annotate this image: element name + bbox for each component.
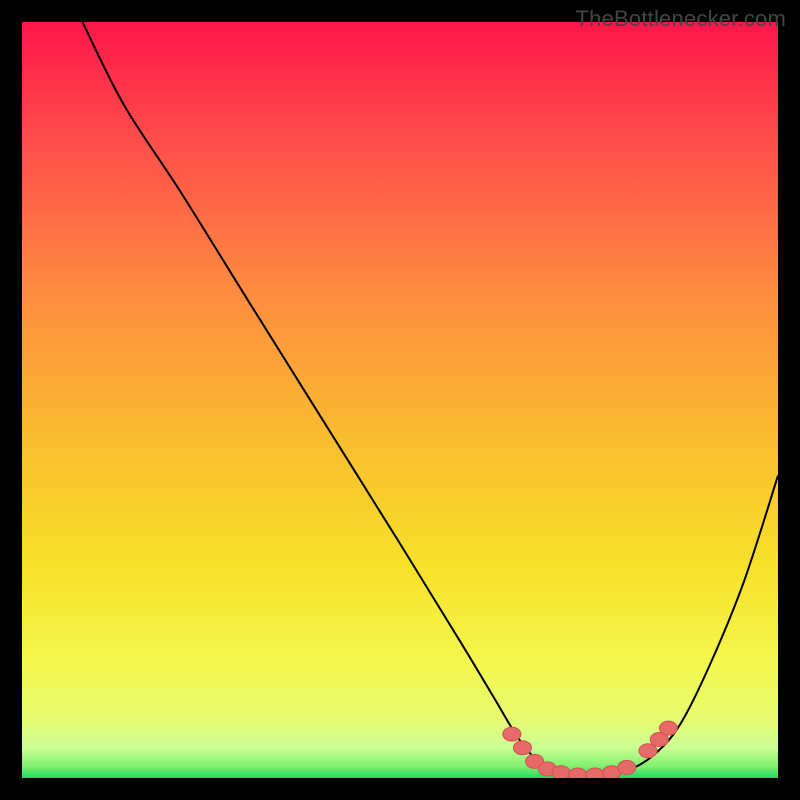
highlight-marker	[659, 721, 677, 735]
highlight-marker	[513, 741, 531, 755]
plot-border	[0, 22, 22, 778]
highlight-marker	[618, 760, 636, 774]
plot-border	[778, 22, 800, 778]
highlight-marker	[503, 727, 521, 741]
watermark-text: TheBottlenecker.com	[576, 6, 786, 32]
plot-border	[0, 778, 800, 800]
highlight-marker	[639, 744, 657, 758]
highlight-marker	[552, 766, 570, 780]
bottleneck-chart: TheBottlenecker.com	[0, 0, 800, 800]
chart-svg	[0, 0, 800, 800]
plot-background	[22, 22, 778, 778]
